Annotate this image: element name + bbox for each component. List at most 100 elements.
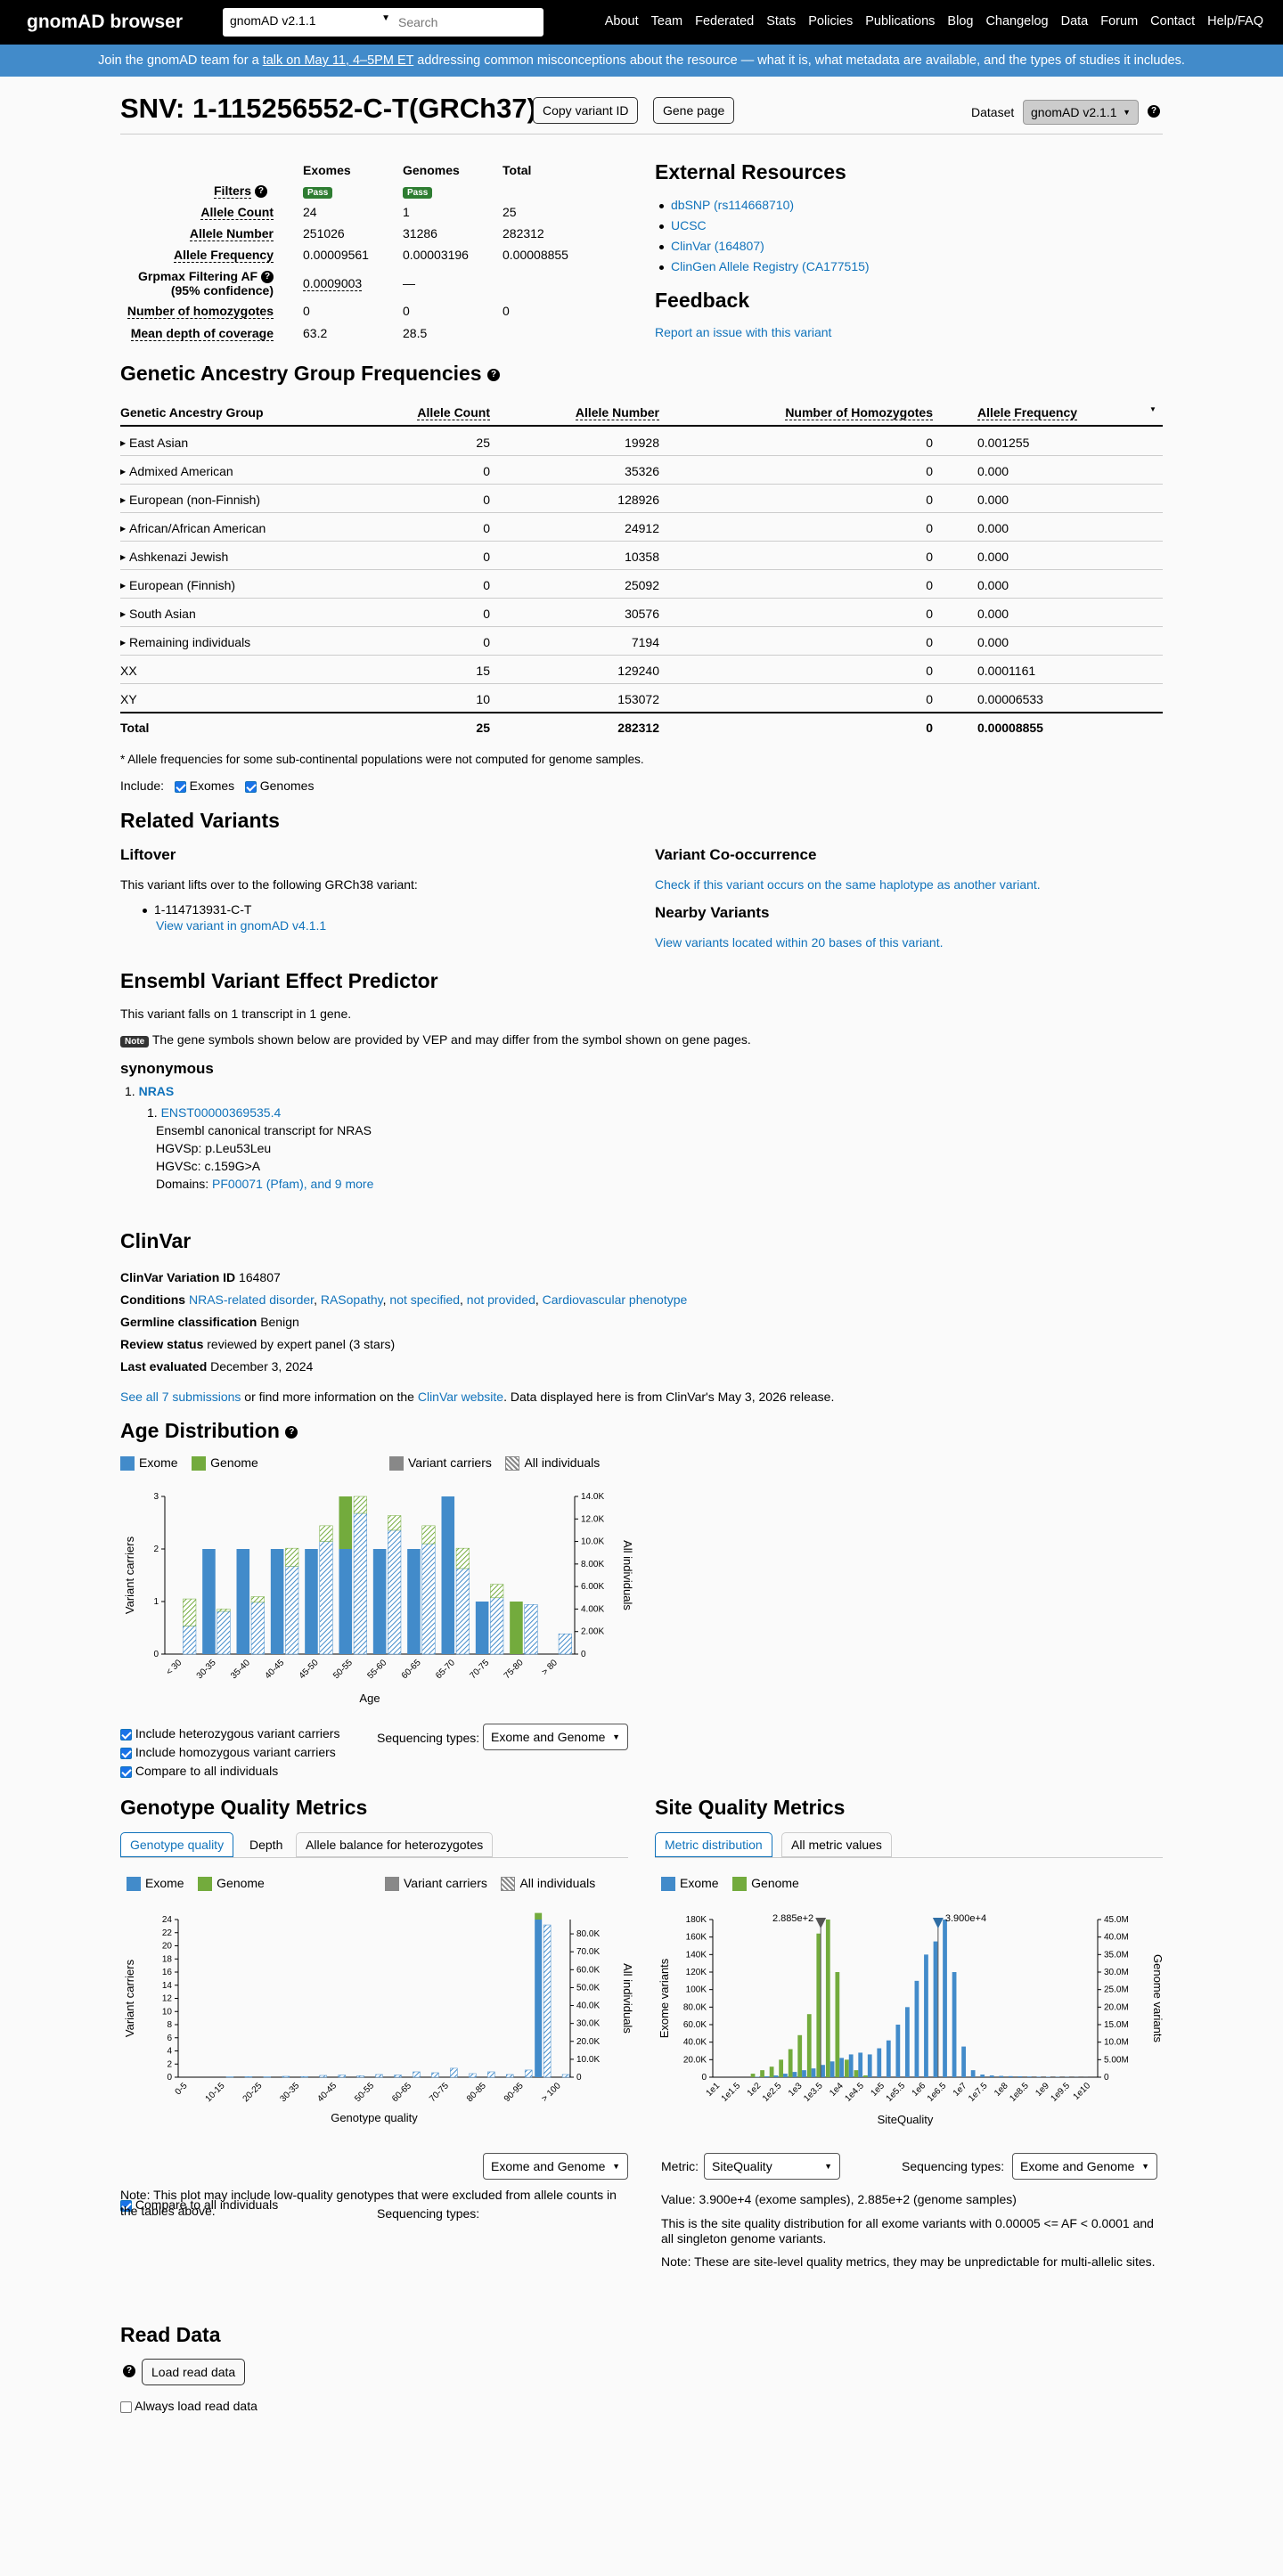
metric-select[interactable]: SiteQuality ▼ xyxy=(704,2153,840,2180)
tab-metric-distribution[interactable]: Metric distribution xyxy=(655,1832,772,1857)
brand-logo[interactable]: gnomAD browser xyxy=(27,12,184,32)
nearby-variants-link[interactable]: View variants located within 20 bases of… xyxy=(655,935,944,950)
nav-blog[interactable]: Blog xyxy=(947,14,974,29)
clinvar-link[interactable]: ClinVar (164807) xyxy=(671,239,764,253)
option-label[interactable]: Always load read data xyxy=(135,2399,257,2413)
y-axis-right-label: All individuals xyxy=(621,1963,634,2034)
genomes-checkbox-label[interactable]: Genomes xyxy=(259,779,315,793)
condition-link[interactable]: RASopathy xyxy=(320,1292,383,1307)
expand-row-icon[interactable]: ▶ xyxy=(120,496,127,504)
nav-federated[interactable]: Federated xyxy=(695,14,755,29)
gq-seq-select[interactable]: Exome and Genome ▼ xyxy=(483,2153,628,2180)
expand-row-icon[interactable]: ▶ xyxy=(120,553,127,561)
see-all-submissions-link[interactable]: See all 7 submissions xyxy=(120,1390,241,1404)
help-icon[interactable]: ? xyxy=(487,368,500,381)
gene-page-button[interactable]: Gene page xyxy=(653,97,735,124)
column-header-allele-number[interactable]: Allele Number xyxy=(526,405,659,420)
tab-allele-balance[interactable]: Allele balance for heterozygotes xyxy=(296,1832,494,1857)
column-header-allele-count[interactable]: Allele Count xyxy=(356,405,490,420)
more-domains-link[interactable]: , and 9 more xyxy=(303,1177,374,1191)
nav-stats[interactable]: Stats xyxy=(766,14,797,29)
exome-swatch xyxy=(661,1877,675,1892)
condition-link[interactable]: not provided xyxy=(466,1292,535,1307)
load-read-data-button[interactable]: Load read data xyxy=(142,2359,246,2385)
x-tick-label: 1e9 xyxy=(1034,2081,1051,2099)
copy-variant-id-button[interactable]: Copy variant ID xyxy=(533,97,639,124)
age-seq-select[interactable]: Exome and Genome ▼ xyxy=(483,1724,628,1750)
allele-count-cell: 0 xyxy=(483,493,490,507)
pfam-link[interactable]: PF00071 (Pfam) xyxy=(212,1177,304,1191)
expand-row-icon[interactable]: ▶ xyxy=(120,639,127,647)
report-issue-link[interactable]: Report an issue with this variant xyxy=(655,325,832,339)
column-header-allele-frequency[interactable]: Allele Frequency xyxy=(977,405,1078,420)
clingen-link[interactable]: ClinGen Allele Registry (CA177515) xyxy=(671,259,870,273)
dbsnp-link[interactable]: dbSNP (rs114668710) xyxy=(671,198,795,212)
legend-label: All individuals xyxy=(524,1455,601,1470)
option-label[interactable]: Include homozygous variant carriers xyxy=(135,1745,336,1759)
sq-seq-select[interactable]: Exome and Genome ▼ xyxy=(1012,2153,1157,2180)
y-right-tick-label: 10.0K xyxy=(581,1537,604,1547)
clinvar-website-link[interactable]: ClinVar website xyxy=(417,1390,504,1404)
exomes-checkbox-label[interactable]: Exomes xyxy=(189,779,235,793)
sort-desc-icon[interactable]: ▼ xyxy=(1149,405,1156,413)
related-variants-title: Related Variants xyxy=(120,809,280,832)
ucsc-link[interactable]: UCSC xyxy=(671,218,707,232)
option-label[interactable]: Compare to all individuals xyxy=(135,1764,279,1778)
help-icon[interactable]: ? xyxy=(285,1425,298,1439)
nav-changelog[interactable]: Changelog xyxy=(985,14,1049,29)
nav-about[interactable]: About xyxy=(604,14,639,29)
exome-bar xyxy=(989,2075,994,2077)
nav-team[interactable]: Team xyxy=(650,14,683,29)
dataset-select[interactable]: gnomAD v2.1.1 ▼ xyxy=(1023,100,1139,125)
exome-all-individuals-bar xyxy=(319,1541,333,1655)
tab-all-metric-values[interactable]: All metric values xyxy=(781,1832,892,1857)
column-header-homozygotes[interactable]: Number of Homozygotes xyxy=(713,405,933,420)
always-load-checkbox[interactable] xyxy=(120,2401,132,2413)
option-label[interactable]: Compare to all individuals xyxy=(135,2197,279,2212)
nav-help[interactable]: Help/FAQ xyxy=(1207,14,1263,29)
genomes-checkbox[interactable] xyxy=(244,780,257,793)
ancestry-group-name: Admixed American xyxy=(129,464,233,478)
help-icon[interactable]: ? xyxy=(1148,105,1160,118)
expand-row-icon[interactable]: ▶ xyxy=(120,468,127,476)
expand-row-icon[interactable]: ▶ xyxy=(120,610,127,618)
tab-genotype-quality[interactable]: Genotype quality xyxy=(120,1832,234,1857)
exomes-checkbox[interactable] xyxy=(174,780,186,793)
help-icon[interactable]: ? xyxy=(123,2365,135,2377)
y-tick-label: 3 xyxy=(153,1492,159,1502)
search-dataset-select[interactable]: gnomAD v2.1.1 ▼ xyxy=(230,13,390,31)
nav-data[interactable]: Data xyxy=(1060,14,1089,29)
all-individuals-bar xyxy=(413,2071,421,2078)
view-in-v4-link[interactable]: View variant in gnomAD v4.1.1 xyxy=(156,918,327,933)
nav-forum[interactable]: Forum xyxy=(1100,14,1139,29)
gene-link[interactable]: NRAS xyxy=(138,1084,175,1098)
hom-checkbox[interactable] xyxy=(120,1747,132,1759)
y-right-tick-label: 10.0M xyxy=(1104,2038,1129,2048)
help-icon[interactable]: ? xyxy=(254,185,267,199)
tab-divider xyxy=(655,1857,1163,1858)
compare-checkbox[interactable] xyxy=(120,2199,132,2212)
het-checkbox[interactable] xyxy=(120,1728,132,1740)
compare-checkbox[interactable] xyxy=(120,1765,132,1778)
filters-label-text: Filters xyxy=(214,183,252,199)
expand-row-icon[interactable]: ▶ xyxy=(120,525,127,533)
expand-row-icon[interactable]: ▶ xyxy=(120,582,127,590)
condition-link[interactable]: NRAS-related disorder xyxy=(189,1292,315,1307)
search-input[interactable] xyxy=(396,12,539,33)
condition-link[interactable]: not specified xyxy=(389,1292,461,1307)
nav-contact[interactable]: Contact xyxy=(1150,14,1196,29)
banner-link[interactable]: talk on May 11, 4–5PM ET xyxy=(262,53,414,68)
nav-policies[interactable]: Policies xyxy=(808,14,854,29)
nav-publications[interactable]: Publications xyxy=(865,14,936,29)
transcript-link[interactable]: ENST00000369535.4 xyxy=(160,1105,282,1120)
column-header-group[interactable]: Genetic Ancestry Group xyxy=(120,405,264,420)
expand-row-icon[interactable]: ▶ xyxy=(120,439,127,447)
help-icon[interactable]: ? xyxy=(261,271,274,284)
genome-all-individuals-bar xyxy=(183,1598,197,1626)
condition-link[interactable]: Cardiovascular phenotype xyxy=(542,1292,688,1307)
option-label[interactable]: Include heterozygous variant carriers xyxy=(135,1726,340,1740)
cooccurrence-link[interactable]: Check if this variant occurs on the same… xyxy=(655,877,1041,892)
summary-cell: 0 xyxy=(503,304,510,318)
tab-depth[interactable]: Depth xyxy=(249,1838,283,1852)
x-tick-label: 45-50 xyxy=(298,1658,321,1681)
